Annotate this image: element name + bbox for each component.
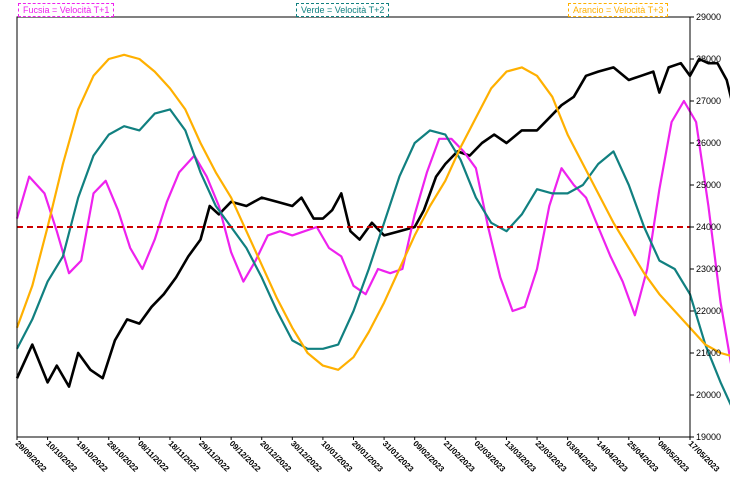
- legend-verde: Verde = Velocità T+2: [296, 3, 390, 17]
- series-layer: [15, 53, 730, 406]
- x-tick-label: 13/03/2023: [503, 439, 538, 474]
- x-tick-label: 14/04/2023: [595, 439, 630, 474]
- y-tick-label: 23000: [696, 264, 721, 274]
- legend-arancio: Arancio = Velocità T+3: [568, 3, 669, 17]
- x-tick-label: 21/02/2023: [442, 439, 477, 474]
- y-tick-label: 22000: [696, 306, 721, 316]
- y-tick-label: 29000: [696, 12, 721, 22]
- series-line-2: [16, 108, 730, 406]
- x-tick-label: 09/12/2022: [228, 439, 263, 474]
- x-tick-label: 03/04/2023: [564, 439, 599, 474]
- y-tick-label: 20000: [696, 390, 721, 400]
- x-tick-label: 20/01/2023: [350, 439, 385, 474]
- series-line-4: [15, 53, 730, 371]
- x-tick-label: 18/11/2022: [167, 439, 202, 474]
- y-tick-label: 21000: [696, 348, 721, 358]
- x-tick-label: 29/11/2022: [197, 439, 232, 474]
- x-tick-label: 29/09/2022: [14, 439, 49, 474]
- x-tick-label: 17/05/2023: [687, 439, 722, 474]
- y-tick-label: 28000: [696, 54, 721, 64]
- x-tick-label: 25/04/2023: [625, 439, 660, 474]
- x-tick-label: 19/10/2022: [75, 439, 110, 474]
- series-line-1: [15, 99, 730, 365]
- x-tick-label: 20/12/2022: [258, 439, 293, 474]
- legend-fucsia: Fucsia = Velocità T+1: [18, 3, 115, 17]
- x-tick-label: 08/11/2022: [136, 439, 171, 474]
- y-tick-label: 27000: [696, 96, 721, 106]
- x-tick-label: 30/12/2022: [289, 439, 324, 474]
- x-tick-label: 10/10/2022: [44, 439, 79, 474]
- x-tick-label: 28/10/2022: [105, 439, 140, 474]
- y-tick-label: 19000: [696, 432, 721, 442]
- y-axis-ticks: 19000 20000 21000 22000 23000 24000 25000 26000…: [690, 12, 721, 442]
- series-line-0: [15, 57, 730, 388]
- y-tick-label: 26000: [696, 138, 721, 148]
- x-tick-label: 10/01/2023: [319, 439, 354, 474]
- x-axis-ticks: 29/09/202210/10/202219/10/202228/10/2022…: [14, 437, 722, 474]
- x-tick-label: 31/01/2023: [381, 439, 416, 474]
- x-tick-label: 08/05/2023: [656, 439, 691, 474]
- x-tick-label: 22/03/2023: [534, 439, 569, 474]
- x-tick-label: 02/03/2023: [472, 439, 507, 474]
- x-tick-label: 09/02/2023: [411, 439, 446, 474]
- y-tick-label: 25000: [696, 180, 721, 190]
- y-tick-label: 24000: [696, 222, 721, 232]
